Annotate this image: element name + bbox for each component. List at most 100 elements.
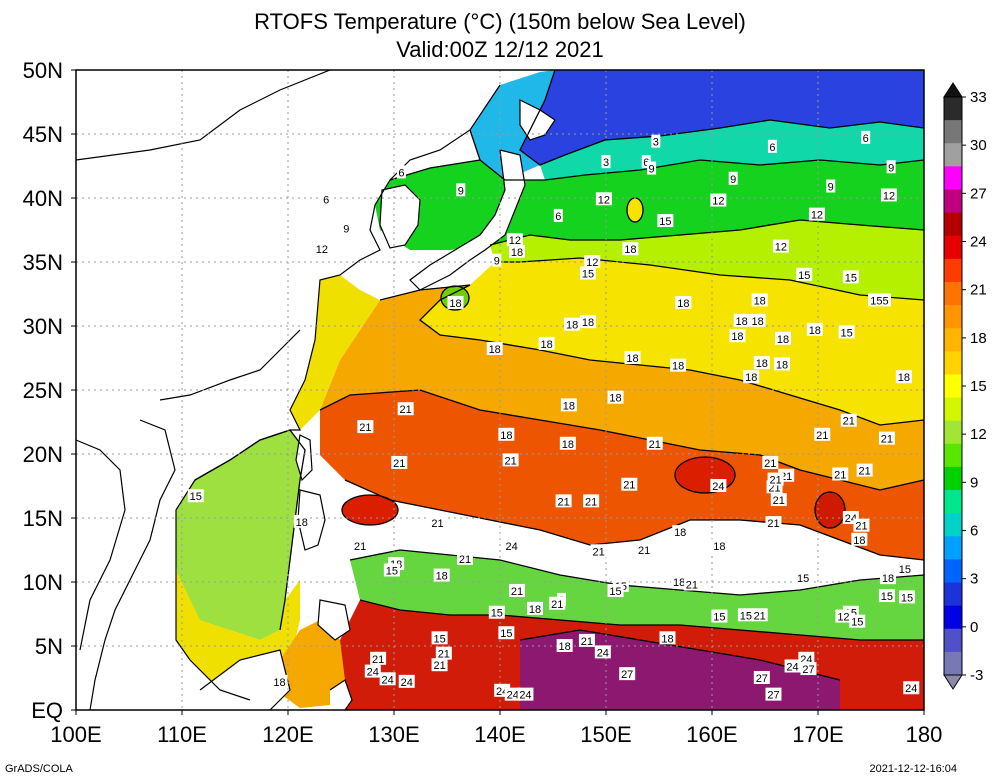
contour-label-text: 15 [797,573,809,585]
contour-label-bg [753,671,770,684]
contour-label-bg [770,493,787,507]
contour-label-text: 21 [769,475,781,487]
colorbar-segment [944,513,962,537]
contour-label: 6 [861,130,871,145]
contour-label-bg [773,357,790,371]
contour-label: 9 [647,161,657,176]
contour-label-bg [560,398,577,412]
footer-software: GrADS/COLA [5,763,73,775]
contour-label-text: 12 [316,244,328,256]
warm-eddy-3 [815,492,845,528]
contour-label-text: 21 [557,496,569,508]
footer-timestamp: 2021-12-12-16:04 [869,763,957,775]
contour-label-text: 21 [592,546,604,558]
contour-label-text: 18 [677,298,689,310]
contour-label: 21 [767,472,784,487]
contour-label-text: 21 [881,434,893,446]
contour-label-bg [710,193,727,207]
contour-label: 15 [498,626,515,640]
contour-label-text: 21 [754,610,766,622]
contour-label-text: 18 [582,317,594,329]
contour-label: 21 [621,477,638,492]
colorbar-label: 6 [970,523,978,540]
contour-label-text: 21 [511,586,523,598]
contour-label-text: 12 [775,242,787,254]
contour-label-bg [670,358,687,372]
contour-label: 18 [895,370,912,384]
contour-label: 18 [670,358,687,373]
contour-label: 6 [641,155,651,169]
contour-label-text: 24 [382,674,394,686]
contour-label-bg [526,601,543,615]
sea-east-china [290,275,380,430]
colorbar-label: 9 [970,474,978,491]
contour-label: 15 [849,614,866,629]
contour-label-bg [896,562,913,576]
contour-label-bg [341,221,351,235]
contour-label-bg [579,315,596,329]
ocean-band-yellow [420,258,924,425]
colorbar-segment [944,397,962,422]
coast-vietnam [89,419,176,710]
contour-label-bg [641,155,651,169]
contour-label-text: 21 [767,518,779,530]
contour-label-text: 21 [393,458,405,470]
contour-label: 18 [293,514,310,529]
contour-label-text: 18 [529,604,541,616]
contour-label: 18 [733,313,750,328]
contour-label: 6 [767,139,777,154]
contour-label-text: 18 [566,320,578,332]
contour-label-text: 9 [888,162,894,174]
contour-label-bg [737,608,754,622]
contour-label-text: 12 [712,196,724,208]
contour-label-bg [647,161,657,175]
contour-label: 18 [729,329,746,343]
contour-label: 15 [842,270,859,284]
contour-label: 21 [853,518,870,533]
contour-label-text: 18 [745,372,757,384]
contour-label-text: 18 [809,325,821,337]
colorbar-min-arrow [943,674,963,690]
contour-label-bg [683,577,700,591]
contour-label-text: 3 [603,157,609,169]
contour-label-text: 15 [899,564,911,576]
contour-label-text: 21 [855,521,867,533]
contour-label-bg [559,436,576,450]
contour-label-text: 15 [609,586,621,598]
contour-label-text: 21 [623,480,635,492]
contour-label: 24 [379,672,396,686]
x-tick-label-180: 180 [906,722,943,747]
colorbar-label: 21 [970,282,987,299]
contour-label-bg [853,518,870,532]
contour-label: 15 [878,589,895,603]
contour-label-bg [657,214,674,228]
contour-label-bg [842,270,859,284]
contour-label: 21 [357,420,374,434]
contour-label-bg [851,532,868,546]
colorbar-segment [944,189,962,214]
colorbar-segment [944,651,962,676]
contour-label: 21 [549,596,566,611]
contour-label-bg [729,329,746,343]
contour-label-text: 18 [898,372,910,384]
land-luzon [298,490,325,550]
contour-label-bg [753,356,770,370]
contour-label-bg [583,494,600,508]
contour-label: 15 [737,608,754,622]
contour-label: 24 [517,687,534,702]
y-tick-label-40N: 40N [23,186,63,211]
contour-label: 21 [832,467,849,481]
contour-label-bg [578,633,595,647]
contour-label-text: 18 [500,430,512,442]
x-tick-label-150E: 150E [580,722,631,747]
contour-label-text: 9 [458,185,464,197]
contour-label-bg [796,267,813,281]
ocean-band-cyan [470,70,555,180]
contour-label-text: 18 [751,316,763,328]
contour-label: 21 [370,651,387,666]
contour-label-text: 18 [562,439,574,451]
contour-label-bg [672,525,689,539]
contour-label-text: 24 [401,677,413,689]
contour-label: 21 [352,539,369,553]
contour-label-bg [579,266,596,280]
